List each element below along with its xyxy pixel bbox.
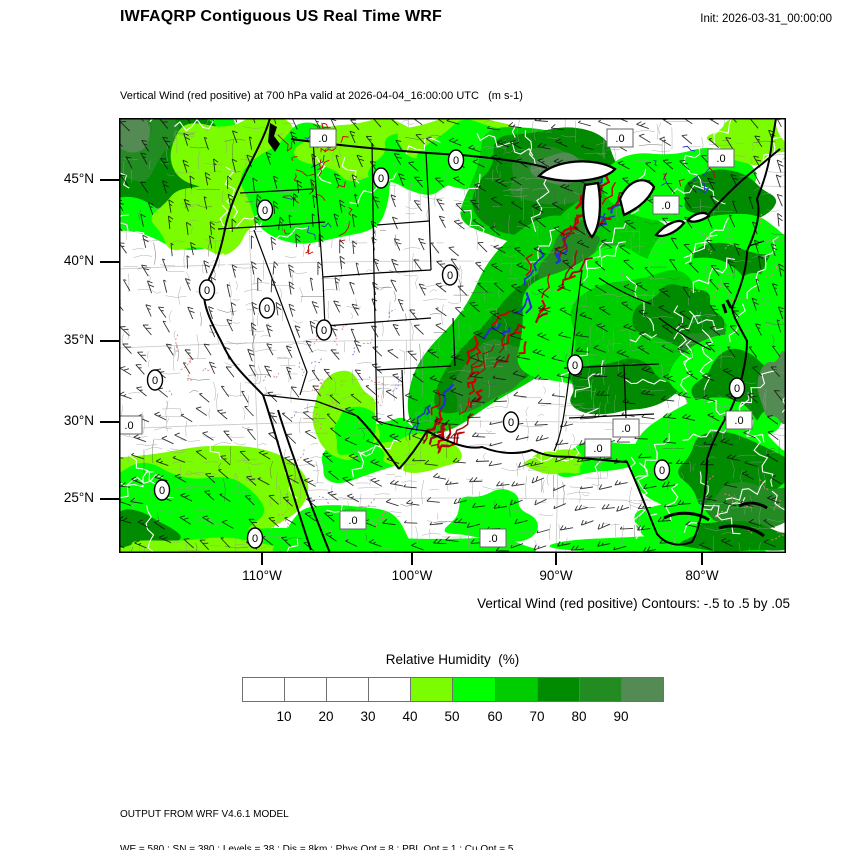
svg-text:.0: .0: [661, 200, 670, 212]
lon-label-100w: 100°W: [391, 568, 433, 583]
svg-text:.0: .0: [124, 420, 133, 432]
colorbar-tick: 30: [360, 709, 376, 724]
svg-text:0: 0: [572, 360, 578, 372]
lon-tick-mark: [701, 553, 703, 565]
svg-text:0: 0: [378, 173, 384, 185]
init-time-label: Init: 2026-03-31_00:00:00: [700, 13, 832, 25]
svg-text:0: 0: [453, 155, 459, 167]
svg-text:0: 0: [321, 325, 327, 337]
colorbar-title: Relative Humidity (%): [385, 652, 520, 667]
model-footer: OUTPUT FROM WRF V4.6.1 MODEL WE = 580 ; …: [120, 786, 513, 850]
colorbar-tick: 40: [402, 709, 418, 724]
svg-text:0: 0: [204, 285, 210, 297]
svg-text:.0: .0: [734, 415, 743, 427]
colorbar-cell: [494, 677, 538, 702]
state-borders-layer: [203, 119, 781, 552]
colorbar-cell: [368, 677, 412, 702]
svg-text:.0: .0: [615, 133, 624, 145]
colorbar-tick-labels: 10 20 30 40 50 60 70 80 90: [242, 709, 663, 727]
svg-text:.0: .0: [593, 443, 602, 455]
lon-tick-mark: [411, 553, 413, 565]
contour-note: Vertical Wind (red positive) Contours: -…: [477, 596, 790, 611]
lat-label-45n: 45°N: [63, 171, 94, 186]
contour-label-layer: 0 0 0 0 0 0 0 0 0 0 0 0 0 0 .0 .0 .0 .0 .0 .0 .0 .0 .0 .0: [120, 128, 753, 549]
svg-text:0: 0: [262, 205, 268, 217]
svg-text:0: 0: [152, 375, 158, 387]
colorbar-cell: [620, 677, 664, 702]
colorbar-cell: [452, 677, 496, 702]
colorbar-cell: [410, 677, 454, 702]
lat-label-30n: 30°N: [63, 413, 94, 428]
svg-text:0: 0: [508, 417, 514, 429]
lat-tick-mark: [100, 340, 119, 342]
footer-model-line: OUTPUT FROM WRF V4.6.1 MODEL: [120, 809, 289, 821]
map-area: 0 0 0 0 0 0 0 0 0 0 0 0 0 0 .0 .0 .0 .0 .0 .0 .0 .0 .0 .0: [119, 118, 786, 553]
colorbar: [242, 677, 664, 702]
colorbar-tick: 90: [613, 709, 629, 724]
svg-text:0: 0: [447, 270, 453, 282]
svg-text:0: 0: [734, 383, 740, 395]
lon-label-110w: 110°W: [242, 568, 282, 583]
lon-label-80w: 80°W: [685, 568, 719, 583]
svg-text:.0: .0: [716, 153, 725, 165]
lat-label-25n: 25°N: [63, 490, 94, 505]
lat-tick-mark: [100, 498, 119, 500]
page-title: IWFAQRP Contiguous US Real Time WRF: [120, 8, 442, 25]
svg-text:.0: .0: [348, 515, 357, 527]
colorbar-tick: 50: [444, 709, 460, 724]
svg-text:0: 0: [659, 465, 665, 477]
colorbar-cell: [242, 677, 286, 702]
lon-tick-mark: [261, 553, 263, 565]
lat-tick-mark: [100, 261, 119, 263]
colorbar-cell: [284, 677, 328, 702]
lat-tick-mark: [100, 179, 119, 181]
colorbar-tick: 20: [318, 709, 334, 724]
colorbar-tick: 60: [487, 709, 503, 724]
subtitle-vertical-wind: Vertical Wind (red positive) at 700 hPa …: [120, 89, 523, 102]
colorbar-tick: 70: [529, 709, 545, 724]
lat-label-40n: 40°N: [63, 253, 94, 268]
colorbar-cell: [326, 677, 370, 702]
footer-config-line: WE = 580 ; SN = 380 ; Levels = 38 ; Dis …: [120, 843, 514, 850]
lon-label-90w: 90°W: [539, 568, 573, 583]
wrf-map-canvas: 0 0 0 0 0 0 0 0 0 0 0 0 0 0 .0 .0 .0 .0 .0 .0 .0 .0 .0 .0: [119, 118, 786, 553]
svg-text:0: 0: [159, 485, 165, 497]
svg-text:0: 0: [252, 533, 258, 545]
colorbar-tick: 10: [276, 709, 292, 724]
svg-text:0: 0: [264, 303, 270, 315]
lat-label-35n: 35°N: [63, 332, 94, 347]
svg-text:.0: .0: [318, 133, 327, 145]
svg-text:.0: .0: [488, 533, 497, 545]
colorbar-tick: 80: [571, 709, 587, 724]
lon-tick-mark: [555, 553, 557, 565]
svg-text:.0: .0: [621, 423, 630, 435]
colorbar-cell: [578, 677, 622, 702]
colorbar-cell: [536, 677, 580, 702]
lat-tick-mark: [100, 421, 119, 423]
